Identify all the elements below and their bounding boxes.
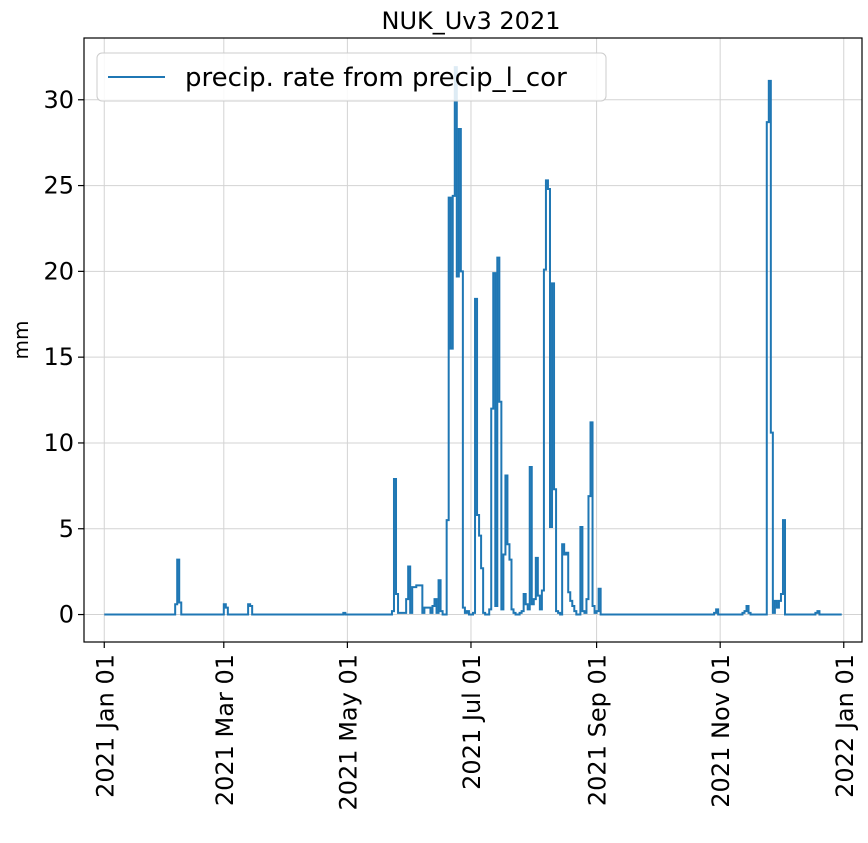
y-tick-label: 0	[59, 601, 74, 629]
legend: precip. rate from precip_l_cor	[96, 52, 607, 102]
plot-area-frame	[83, 37, 863, 643]
y-tick-label: 5	[59, 515, 74, 543]
y-tick-label: 10	[43, 429, 74, 457]
tick-layer: 0 5 10 15 20 25 30 2021 Jan 01 2021 Mar 01 2021 M…	[43, 86, 858, 811]
y-tick-label: 30	[43, 86, 74, 114]
y-axis-label: mm	[9, 321, 33, 360]
x-tick-label: 2022 Jan 01	[831, 654, 859, 798]
x-tick-label: 2021 Jan 01	[91, 654, 119, 798]
x-tick-label: 2021 Sep 01	[584, 654, 612, 806]
legend-box	[96, 52, 607, 102]
chart-title: NUK_Uv3 2021	[381, 7, 560, 35]
series-line-0	[104, 66, 842, 616]
y-tick-label: 25	[43, 172, 74, 200]
series-layer	[104, 66, 842, 616]
legend-entry-label: precip. rate from precip_l_cor	[185, 63, 567, 93]
x-tick-label: 2021 Nov 01	[707, 654, 735, 808]
x-tick-label: 2021 Jul 01	[458, 654, 486, 790]
y-tick-label: 15	[43, 343, 74, 371]
grid-layer	[84, 38, 862, 642]
x-tick-label: 2021 May 01	[334, 654, 362, 811]
y-tick-label: 20	[43, 257, 74, 285]
x-tick-label: 2021 Mar 01	[211, 654, 239, 806]
